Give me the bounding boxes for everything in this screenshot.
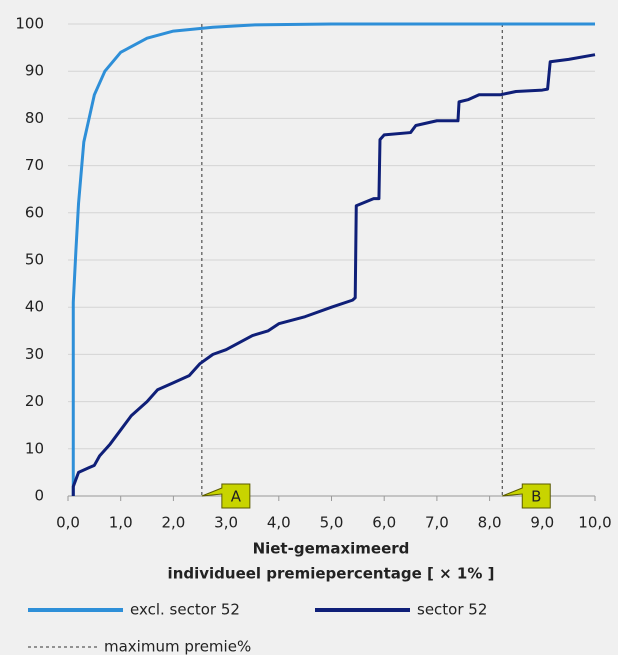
x-tick-label: 10,0 [578,514,611,532]
series-line [71,22,595,496]
legend-label: maximum premie% [104,638,251,655]
marker-callout [201,483,251,509]
x-axis-label: individueel premiepercentage [ × 1% ] [168,565,495,583]
y-tick-label: 90 [25,62,44,80]
x-tick-label: 6,0 [372,514,396,532]
y-tick-label: 60 [25,203,44,221]
marker-label: B [531,488,541,506]
legend-label: excl. sector 52 [130,601,240,619]
x-tick-label: 8,0 [478,514,502,532]
series-line [71,53,596,496]
y-tick-label: 70 [25,156,44,174]
x-tick-label: 7,0 [425,514,449,532]
y-tick-label: 100 [15,15,44,33]
marker-label: A [231,488,242,506]
x-tick-label: 4,0 [267,514,291,532]
x-tick-label: 1,0 [109,514,133,532]
y-tick-label: 50 [25,251,44,269]
y-tick-label: 80 [25,109,44,127]
y-tick-label: 20 [25,392,44,410]
y-tick-label: 0 [34,487,44,505]
x-tick-label: 2,0 [161,514,185,532]
x-tick-label: 3,0 [214,514,238,532]
x-tick-label: 5,0 [320,514,344,532]
marker-callout [502,483,551,509]
x-tick-label: 0,0 [56,514,80,532]
y-tick-label: 10 [25,439,44,457]
y-tick-label: 30 [25,345,44,363]
x-tick-label: 9,0 [530,514,554,532]
x-axis-label: Niet-gemaximeerd [253,540,410,558]
y-tick-label: 40 [25,298,44,316]
legend-label: sector 52 [417,601,487,619]
